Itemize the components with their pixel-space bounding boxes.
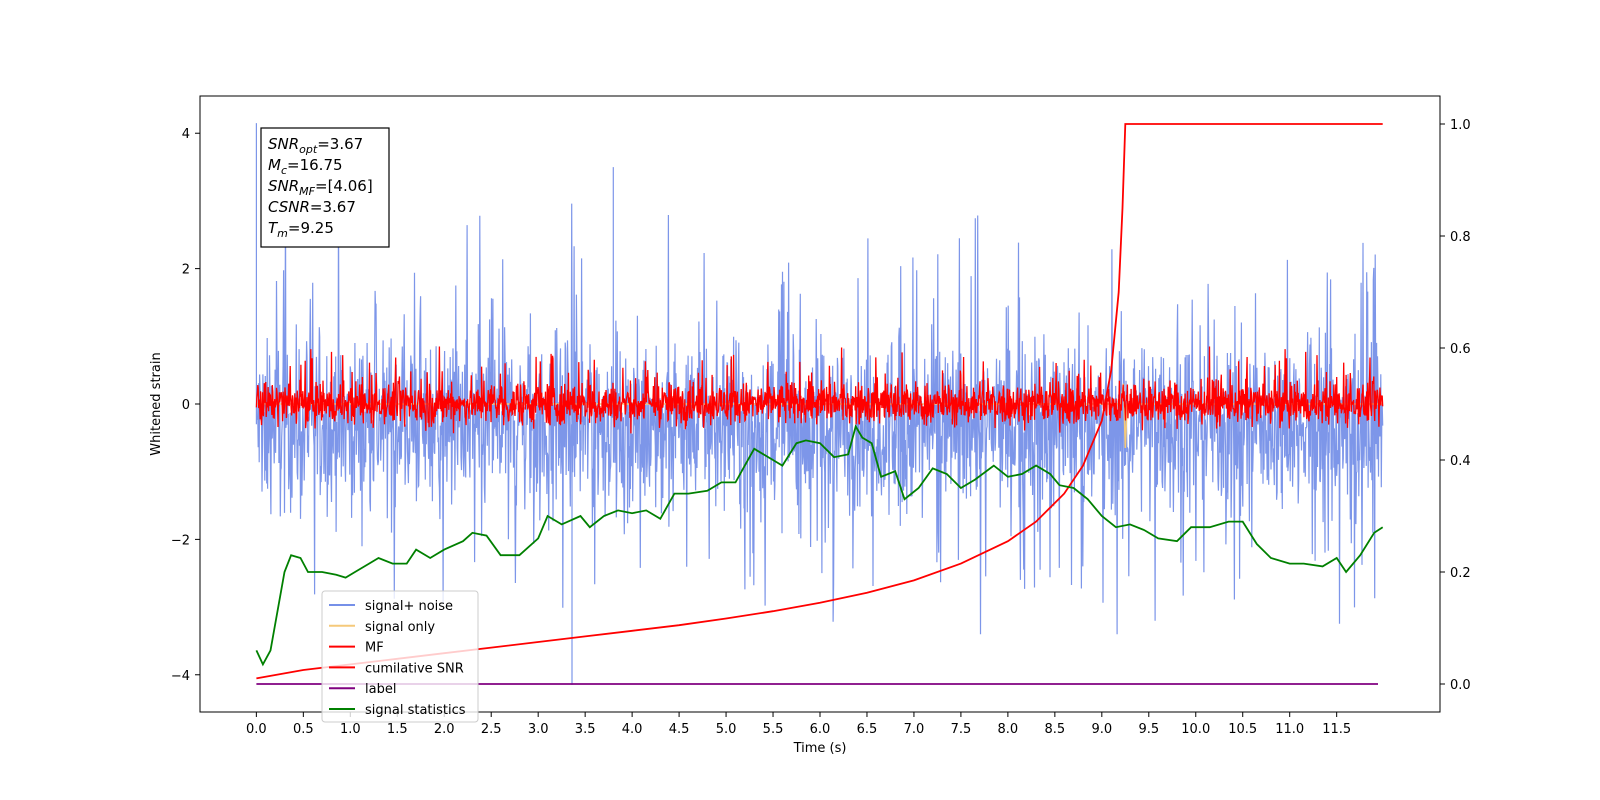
annotation-line: Mc=16.75 <box>268 156 343 177</box>
annotation-line: CSNR=3.67 <box>268 198 356 216</box>
x-tick-label: 2.0 <box>434 722 455 737</box>
annotation-line: Tm=9.25 <box>268 219 334 240</box>
y-axis-title: Whitened strain <box>149 352 164 455</box>
x-axis-title: Time (s) <box>793 741 847 756</box>
legend-label: cumilative SNR <box>365 661 464 676</box>
legend: signal+ noise signal only MF cumilative SNR… <box>321 590 479 723</box>
x-tick-label: 5.0 <box>716 722 737 737</box>
y-tick-label: 2 <box>182 263 190 278</box>
y2-tick-label: 0.8 <box>1450 230 1471 245</box>
y-tick-label: −2 <box>171 533 190 548</box>
x-tick-label: 11.5 <box>1322 722 1351 737</box>
legend-label: label <box>365 682 396 697</box>
x-tick-label: 9.5 <box>1138 722 1159 737</box>
y-tick-label: −4 <box>171 669 190 684</box>
annotation-line: SNRMF=[4.06] <box>268 177 373 198</box>
x-tick-label: 10.5 <box>1228 722 1257 737</box>
x-tick-label: 5.5 <box>763 722 784 737</box>
series-mf <box>255 346 1384 434</box>
x-tick-label: 1.0 <box>340 722 361 737</box>
y2-tick-label: 0.2 <box>1450 566 1471 581</box>
y2-tick-label: 0.6 <box>1450 342 1471 357</box>
x-tick-label: 6.0 <box>810 722 831 737</box>
legend-label: MF <box>365 641 384 656</box>
legend-label: signal statistics <box>365 703 466 718</box>
x-tick-label: 11.0 <box>1275 722 1304 737</box>
series-signal-statistics <box>255 424 1384 667</box>
legend-frame <box>321 590 479 723</box>
annotation-frame <box>260 127 390 248</box>
x-tick-label: 10.0 <box>1181 722 1210 737</box>
x-tick-label: 3.0 <box>528 722 549 737</box>
x-tick-label: 3.5 <box>575 722 596 737</box>
x-axis: 0.0 0.5 1.0 1.5 2.0 2.5 3.0 3.5 4.0 4.5 5.0 5.5 6.0 6… <box>246 712 1351 737</box>
y2-tick-label: 0.4 <box>1450 454 1471 469</box>
legend-label: signal+ noise <box>365 599 453 614</box>
annotation-line: SNRopt=3.67 <box>268 135 363 156</box>
stats-annotation-box: SNRopt=3.67Mc=16.75SNRMF=[4.06]CSNR=3.67… <box>260 127 390 248</box>
x-tick-label: 9.0 <box>1091 722 1112 737</box>
y-axis-right: 0.0 0.2 0.4 0.6 0.8 1.0 <box>1440 118 1471 693</box>
y-axis-left: −4 −2 0 2 4 <box>171 127 200 684</box>
x-tick-label: 4.0 <box>622 722 643 737</box>
y2-tick-label: 0.0 <box>1450 678 1471 693</box>
x-tick-label: 8.0 <box>998 722 1019 737</box>
x-tick-label: 2.5 <box>481 722 502 737</box>
y2-tick-label: 1.0 <box>1450 118 1471 133</box>
series-signal-noise <box>255 123 1384 685</box>
legend-label: signal only <box>365 620 435 635</box>
x-tick-label: 7.5 <box>951 722 972 737</box>
x-tick-label: 7.0 <box>904 722 925 737</box>
y-tick-label: 0 <box>182 398 190 413</box>
x-tick-label: 6.5 <box>857 722 878 737</box>
data-layer <box>255 123 1384 685</box>
x-tick-label: 0.0 <box>246 722 267 737</box>
x-tick-label: 0.5 <box>293 722 314 737</box>
x-tick-label: 4.5 <box>669 722 690 737</box>
x-tick-label: 8.5 <box>1045 722 1066 737</box>
x-tick-label: 1.5 <box>387 722 408 737</box>
y-tick-label: 4 <box>182 127 190 142</box>
